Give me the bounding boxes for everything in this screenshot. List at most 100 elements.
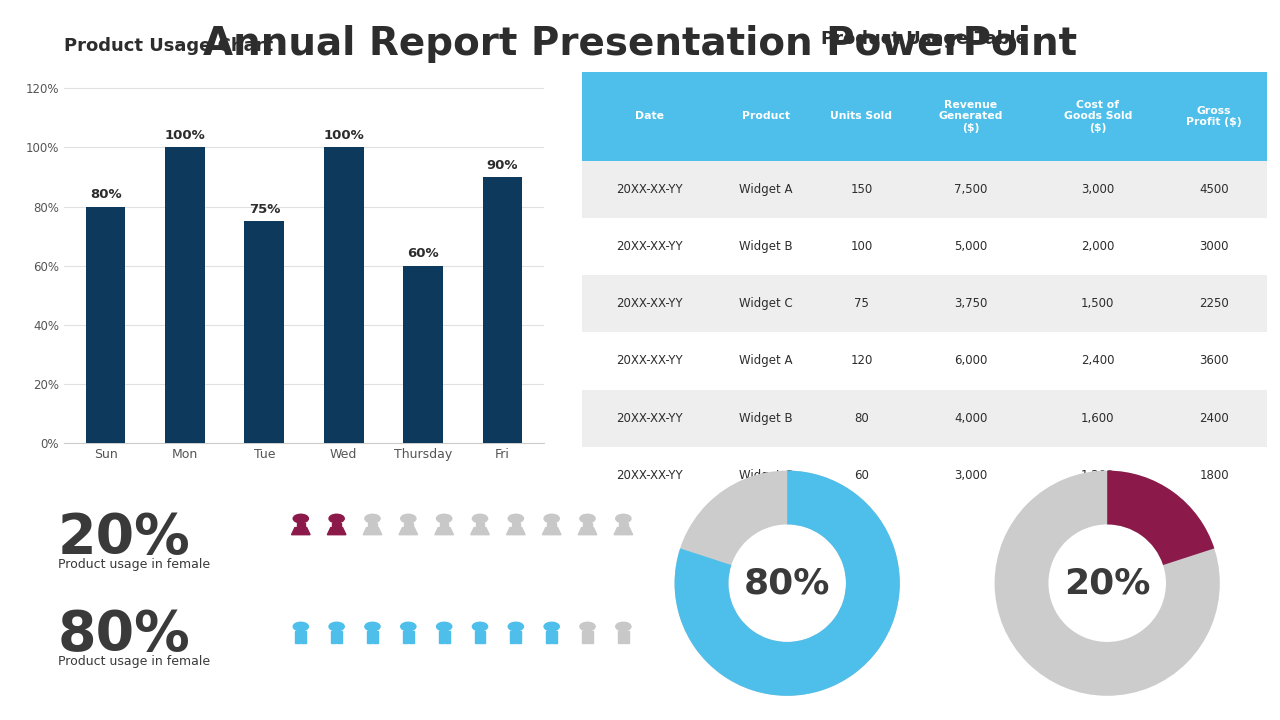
FancyBboxPatch shape (815, 333, 908, 390)
FancyBboxPatch shape (716, 390, 815, 447)
FancyBboxPatch shape (716, 333, 815, 390)
Text: 20XX-XX-YY: 20XX-XX-YY (616, 354, 682, 367)
FancyBboxPatch shape (716, 72, 815, 161)
Text: Product Usage Table: Product Usage Table (822, 30, 1028, 48)
Text: 60%: 60% (407, 247, 439, 261)
Text: 150: 150 (850, 183, 873, 196)
Text: 4,000: 4,000 (955, 412, 988, 425)
Text: 2,400: 2,400 (1082, 354, 1115, 367)
FancyBboxPatch shape (908, 275, 1034, 333)
Text: Product usage in female: Product usage in female (58, 655, 210, 668)
Text: 80%: 80% (58, 608, 191, 662)
FancyBboxPatch shape (908, 333, 1034, 390)
Bar (165, 148, 205, 443)
Bar (403, 266, 443, 443)
Bar (483, 177, 522, 443)
FancyBboxPatch shape (908, 161, 1034, 218)
FancyBboxPatch shape (716, 218, 815, 275)
Text: 2400: 2400 (1199, 412, 1229, 425)
FancyBboxPatch shape (582, 333, 716, 390)
FancyBboxPatch shape (582, 390, 716, 447)
Text: Annual Report Presentation PowerPoint: Annual Report Presentation PowerPoint (204, 25, 1076, 63)
FancyBboxPatch shape (815, 218, 908, 275)
Text: Widget A: Widget A (739, 354, 792, 367)
Text: 120: 120 (850, 354, 873, 367)
Text: Widget A: Widget A (739, 183, 792, 196)
Wedge shape (1107, 471, 1215, 565)
Text: Product: Product (741, 112, 790, 122)
Text: 3,750: 3,750 (955, 297, 988, 310)
Bar (244, 221, 284, 443)
Text: Product usage in female: Product usage in female (58, 558, 210, 571)
Text: 3,000: 3,000 (1082, 183, 1115, 196)
Text: 80%: 80% (744, 566, 831, 600)
Text: Cost of
Goods Sold
($): Cost of Goods Sold ($) (1064, 100, 1132, 133)
Text: 90%: 90% (486, 158, 518, 171)
FancyBboxPatch shape (1034, 161, 1161, 218)
FancyBboxPatch shape (1034, 447, 1161, 504)
Text: 7,500: 7,500 (955, 183, 988, 196)
FancyBboxPatch shape (815, 161, 908, 218)
FancyBboxPatch shape (582, 218, 716, 275)
Text: 1,600: 1,600 (1082, 412, 1115, 425)
Text: Product Usage Chart: Product Usage Chart (64, 37, 273, 55)
Text: 80%: 80% (90, 188, 122, 201)
Text: 1,500: 1,500 (1082, 297, 1115, 310)
Text: 60: 60 (854, 469, 869, 482)
Text: 1,200: 1,200 (1082, 469, 1115, 482)
FancyBboxPatch shape (1161, 333, 1267, 390)
Text: 6,000: 6,000 (955, 354, 988, 367)
FancyBboxPatch shape (1161, 218, 1267, 275)
Text: 80: 80 (854, 412, 869, 425)
FancyBboxPatch shape (908, 447, 1034, 504)
Wedge shape (675, 471, 900, 696)
Text: 5,000: 5,000 (955, 240, 988, 253)
Text: 100: 100 (850, 240, 873, 253)
FancyBboxPatch shape (815, 72, 908, 161)
FancyBboxPatch shape (1034, 275, 1161, 333)
Text: 2250: 2250 (1199, 297, 1229, 310)
Text: 20%: 20% (1064, 566, 1151, 600)
Text: 20XX-XX-YY: 20XX-XX-YY (616, 297, 682, 310)
Text: Widget C: Widget C (739, 469, 792, 482)
Text: Revenue
Generated
($): Revenue Generated ($) (938, 100, 1004, 133)
FancyBboxPatch shape (908, 72, 1034, 161)
FancyBboxPatch shape (582, 72, 716, 161)
Text: Units Sold: Units Sold (831, 112, 892, 122)
Text: 2,000: 2,000 (1082, 240, 1115, 253)
FancyBboxPatch shape (716, 447, 815, 504)
FancyBboxPatch shape (582, 447, 716, 504)
FancyBboxPatch shape (815, 390, 908, 447)
FancyBboxPatch shape (1034, 218, 1161, 275)
FancyBboxPatch shape (582, 275, 716, 333)
Text: Widget C: Widget C (739, 297, 792, 310)
Text: 75%: 75% (248, 203, 280, 216)
Text: 75: 75 (854, 297, 869, 310)
Text: 20XX-XX-YY: 20XX-XX-YY (616, 469, 682, 482)
FancyBboxPatch shape (815, 447, 908, 504)
FancyBboxPatch shape (1034, 333, 1161, 390)
Text: 100%: 100% (165, 129, 205, 142)
Text: 1800: 1800 (1199, 469, 1229, 482)
FancyBboxPatch shape (716, 275, 815, 333)
FancyBboxPatch shape (716, 161, 815, 218)
FancyBboxPatch shape (1034, 390, 1161, 447)
Text: Date: Date (635, 112, 663, 122)
FancyBboxPatch shape (1161, 390, 1267, 447)
Text: 20%: 20% (58, 511, 191, 565)
FancyBboxPatch shape (1161, 161, 1267, 218)
Text: 100%: 100% (324, 129, 364, 142)
Text: 3000: 3000 (1199, 240, 1229, 253)
Text: 20XX-XX-YY: 20XX-XX-YY (616, 240, 682, 253)
Text: 20XX-XX-YY: 20XX-XX-YY (616, 183, 682, 196)
FancyBboxPatch shape (1161, 275, 1267, 333)
Text: 4500: 4500 (1199, 183, 1229, 196)
FancyBboxPatch shape (582, 161, 716, 218)
Text: 3600: 3600 (1199, 354, 1229, 367)
FancyBboxPatch shape (908, 390, 1034, 447)
FancyBboxPatch shape (1034, 72, 1161, 161)
FancyBboxPatch shape (908, 218, 1034, 275)
Text: 20XX-XX-YY: 20XX-XX-YY (616, 412, 682, 425)
Wedge shape (995, 471, 1220, 696)
Text: Gross
Profit ($): Gross Profit ($) (1187, 106, 1242, 127)
